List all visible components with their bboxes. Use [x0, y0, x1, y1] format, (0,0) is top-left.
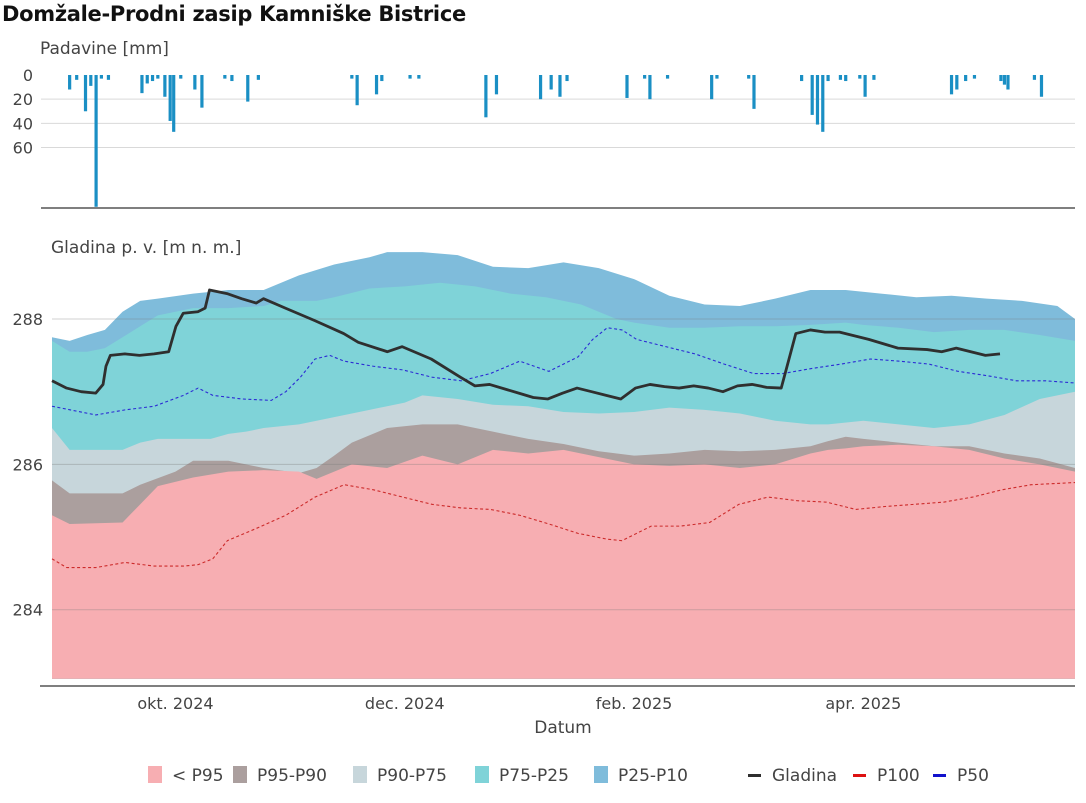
- precip-bar: [558, 75, 562, 97]
- precip-bar: [193, 75, 197, 90]
- legend-label: P90-P75: [377, 766, 447, 786]
- precip-bar: [858, 75, 862, 79]
- precip-bar: [484, 75, 488, 118]
- x-axis-label: Datum: [534, 718, 592, 738]
- precip-bar: [665, 75, 670, 79]
- precip-bar: [230, 75, 234, 82]
- precip-bar: [752, 75, 756, 109]
- precip-bar: [838, 75, 843, 80]
- precip-bar: [648, 75, 652, 100]
- precip-bar: [538, 75, 543, 100]
- precip-y-tick: 60: [13, 139, 33, 158]
- x-tick-label: okt. 2024: [137, 694, 213, 713]
- chart-title: Domžale-Prodni zasip Kamniške Bistrice: [2, 2, 466, 26]
- precip-bar: [89, 75, 93, 86]
- legend-swatch: [353, 766, 367, 783]
- x-tick-label: dec. 2024: [365, 694, 445, 713]
- precip-bar: [256, 75, 260, 80]
- groundwater-level-panel: 284 286 288 okt. 2024 dec. 2024 feb. 2025 apr.…: [12, 238, 1076, 738]
- precip-bar: [408, 75, 412, 79]
- precip-y-tick: 0: [23, 66, 33, 85]
- precip-bar: [643, 75, 647, 79]
- precip-bar: [1006, 75, 1010, 90]
- legend-swatch: [475, 766, 489, 783]
- legend-label: P25-P10: [618, 766, 688, 786]
- band--p95: [52, 444, 1075, 679]
- precip-y-label: Padavine [mm]: [40, 39, 169, 59]
- precip-bar: [949, 75, 954, 95]
- precip-bar: [83, 75, 88, 112]
- precip-bar: [150, 75, 155, 82]
- precip-bar: [156, 75, 160, 79]
- level-y-tick: 284: [12, 601, 43, 620]
- precip-bar: [417, 75, 421, 79]
- precip-bar: [999, 75, 1003, 82]
- precip-bar: [163, 75, 167, 97]
- precip-bar: [1039, 75, 1044, 97]
- precip-bar: [844, 75, 848, 82]
- legend-line: [853, 774, 866, 777]
- precip-bar: [710, 75, 714, 100]
- precip-bar: [246, 75, 250, 102]
- precip-bar: [955, 75, 959, 90]
- legend-swatch: [233, 766, 247, 783]
- series-line-p50: [51, 327, 1076, 416]
- series-line-p100: [51, 481, 1076, 569]
- precip-bar: [223, 75, 227, 79]
- precip-bar: [1032, 75, 1037, 80]
- precip-bar: [815, 75, 820, 125]
- precip-bar: [106, 75, 111, 80]
- legend-label: P95-P90: [257, 766, 327, 786]
- precip-bar: [972, 75, 977, 79]
- precip-bar: [200, 75, 204, 108]
- precip-bar: [826, 75, 830, 82]
- legend-line: [933, 774, 946, 777]
- legend: < P95 P95-P90 P90-P75 P75-P25 P25-P10 Gladina…: [148, 766, 989, 786]
- precip-bar: [810, 75, 814, 115]
- precip-bar: [863, 75, 867, 97]
- precip-bar: [168, 75, 172, 121]
- level-y-tick: 286: [12, 455, 43, 474]
- precip-bar: [374, 75, 379, 95]
- precip-bar: [140, 75, 144, 94]
- precip-bar: [625, 75, 629, 98]
- precip-bar: [75, 75, 79, 80]
- precip-bar: [800, 75, 804, 82]
- precip-bar: [821, 75, 825, 132]
- precip-y-tick: 20: [13, 90, 33, 109]
- precip-bar: [145, 75, 149, 84]
- precip-bar: [872, 75, 876, 80]
- x-tick-label: feb. 2025: [596, 694, 673, 713]
- legend-label: P50: [957, 766, 989, 786]
- level-y-tick: 288: [12, 310, 43, 329]
- precip-bar: [99, 75, 103, 79]
- legend-swatch: [148, 766, 162, 783]
- level-y-label: Gladina p. v. [m n. m.]: [51, 238, 241, 258]
- legend-label: P75-P25: [499, 766, 569, 786]
- precip-bar: [172, 75, 176, 132]
- legend-label: Gladina: [772, 766, 837, 786]
- legend-line: [748, 774, 761, 777]
- x-tick-label: apr. 2025: [825, 694, 901, 713]
- legend-label: P100: [877, 766, 920, 786]
- precip-bar: [494, 75, 499, 95]
- precip-bar: [179, 75, 183, 79]
- precip-bar: [964, 75, 968, 82]
- precipitation-panel: 0 20 40 60 Padavine [mm]: [13, 39, 1075, 209]
- legend-swatch: [594, 766, 608, 783]
- precip-bar: [350, 75, 354, 79]
- precip-bar: [355, 75, 359, 106]
- precip-bar: [94, 75, 98, 207]
- precip-bar: [715, 75, 719, 79]
- precip-y-tick: 40: [13, 114, 33, 133]
- precip-bar: [1002, 75, 1007, 85]
- precip-bar: [747, 75, 751, 79]
- precip-bar: [68, 75, 72, 90]
- series-line-gladina: [51, 288, 1001, 401]
- legend-label: < P95: [172, 766, 224, 786]
- precip-bar: [565, 75, 569, 82]
- precip-bar: [380, 75, 384, 82]
- precip-bar: [549, 75, 553, 90]
